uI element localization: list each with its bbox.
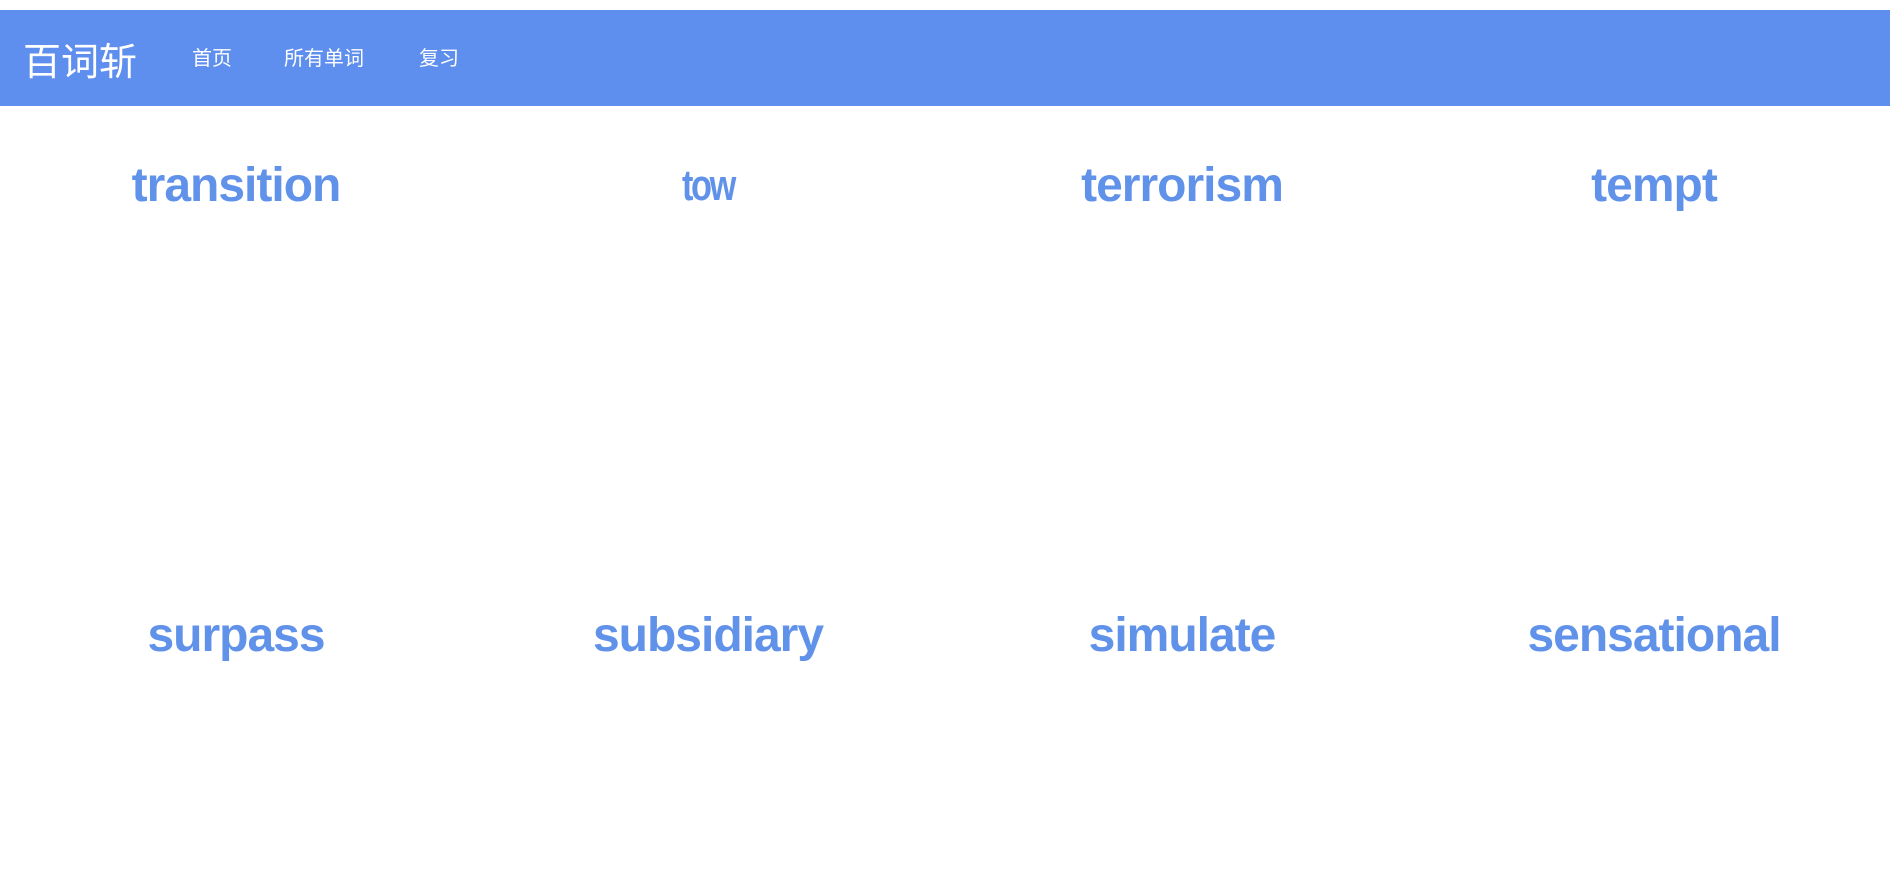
word-card[interactable]: tow [681, 161, 736, 210]
word-card[interactable]: tempt [1591, 159, 1718, 212]
word-card[interactable]: simulate [1088, 609, 1277, 662]
top-navbar: 百词斩 首页 所有单词 复习 [0, 10, 1890, 106]
nav-home[interactable]: 首页 [192, 46, 232, 70]
word-grid: transition tow terrorism tempt surpass s… [0, 106, 1890, 885]
nav-all-words[interactable]: 所有单词 [284, 46, 364, 70]
word-card[interactable]: subsidiary [592, 609, 824, 662]
brand-logo[interactable]: 百词斩 [23, 40, 138, 84]
word-card[interactable]: surpass [147, 609, 325, 662]
word-card[interactable]: sensational [1527, 609, 1781, 662]
nav-review[interactable]: 复习 [419, 46, 459, 70]
word-card[interactable]: terrorism [1081, 159, 1284, 212]
word-card[interactable]: transition [131, 159, 342, 212]
